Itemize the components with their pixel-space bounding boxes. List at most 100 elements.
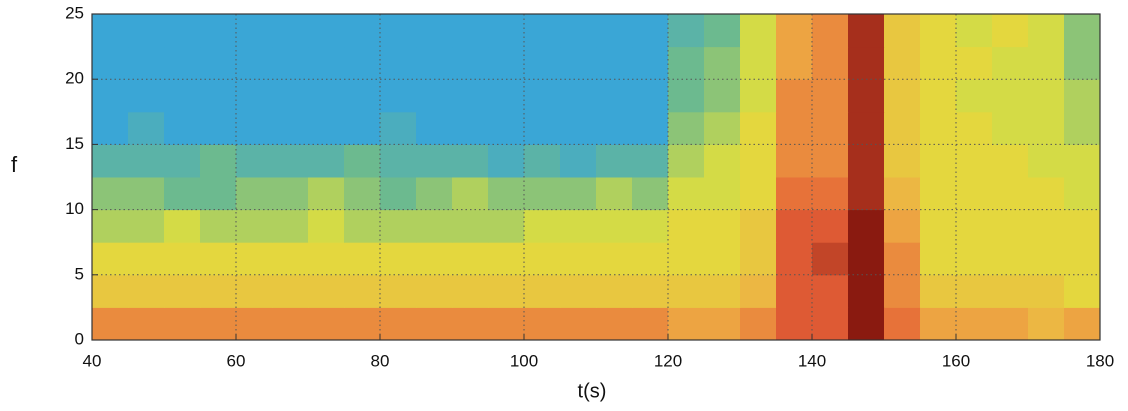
x-tick-label: 140 — [798, 351, 826, 370]
heatmap-cell — [740, 307, 777, 341]
heatmap-cell — [200, 144, 237, 178]
heatmap-cell — [488, 307, 525, 341]
heatmap-cell — [668, 14, 705, 48]
x-tick-label: 160 — [942, 351, 970, 370]
heatmap-cell — [1064, 209, 1101, 243]
heatmap-cell — [596, 79, 633, 113]
heatmap-cell — [308, 274, 345, 308]
heatmap-cell — [92, 274, 129, 308]
heatmap-cell — [740, 46, 777, 80]
heatmap-cell — [488, 144, 525, 178]
heatmap-cell — [164, 111, 201, 145]
heatmap-cell — [560, 46, 597, 80]
heatmap-cell — [1028, 209, 1065, 243]
heatmap-cell — [884, 111, 921, 145]
heatmap-cell — [632, 79, 669, 113]
heatmap-cell — [776, 46, 813, 80]
heatmap-cell — [596, 177, 633, 211]
heatmap-cell — [272, 209, 309, 243]
heatmap-cell — [560, 79, 597, 113]
heatmap-cell — [272, 111, 309, 145]
heatmap-cell — [1028, 274, 1065, 308]
heatmap-cell — [992, 209, 1029, 243]
heatmap-cell — [416, 307, 453, 341]
heatmap-cell — [92, 144, 129, 178]
heatmap-cell — [848, 307, 885, 341]
heatmap-cell — [668, 307, 705, 341]
heatmap-cell — [920, 274, 957, 308]
heatmap-cell — [812, 144, 849, 178]
x-tick-label: 180 — [1086, 351, 1114, 370]
heatmap-cell — [596, 274, 633, 308]
heatmap-cell — [848, 79, 885, 113]
heatmap-cell — [812, 307, 849, 341]
heatmap-cell — [1064, 144, 1101, 178]
heatmap-cell — [200, 111, 237, 145]
heatmap-cell — [1064, 14, 1101, 48]
heatmap-cell — [740, 274, 777, 308]
heatmap-cell — [308, 307, 345, 341]
heatmap-cell — [488, 46, 525, 80]
heatmap-cell — [452, 242, 489, 276]
heatmap-cell — [884, 274, 921, 308]
heatmap-cell — [740, 14, 777, 48]
y-tick-label: 0 — [75, 329, 84, 348]
heatmap-cell — [884, 144, 921, 178]
heatmap-cell — [560, 111, 597, 145]
heatmap-cell — [920, 111, 957, 145]
heatmap-cell — [848, 144, 885, 178]
heatmap-cell — [632, 111, 669, 145]
heatmap-cell — [668, 209, 705, 243]
heatmap-cell — [344, 274, 381, 308]
heatmap-cell — [236, 242, 273, 276]
heatmap-cell — [452, 209, 489, 243]
heatmap-cell — [668, 144, 705, 178]
heatmap-cell — [128, 209, 165, 243]
heatmap-cell — [812, 209, 849, 243]
heatmap-cell — [200, 274, 237, 308]
heatmap-cell — [524, 79, 561, 113]
x-tick-label: 80 — [371, 351, 390, 370]
heatmap-cell — [776, 111, 813, 145]
heatmap-cell — [740, 144, 777, 178]
heatmap-cell — [524, 307, 561, 341]
heatmap-cell — [452, 307, 489, 341]
heatmap-cell — [632, 144, 669, 178]
heatmap-cell — [560, 242, 597, 276]
heatmap-cell — [308, 144, 345, 178]
heatmap-cell — [524, 177, 561, 211]
heatmap-cell — [200, 79, 237, 113]
heatmap-cell — [704, 111, 741, 145]
heatmap-cell — [164, 177, 201, 211]
heatmap-cell — [740, 79, 777, 113]
heatmap-cell — [92, 79, 129, 113]
heatmap-cell — [164, 79, 201, 113]
heatmap-cell — [308, 46, 345, 80]
heatmap-cell — [236, 307, 273, 341]
heatmap-cell — [668, 274, 705, 308]
heatmap-cell — [632, 177, 669, 211]
heatmap-cell — [308, 79, 345, 113]
heatmap-cell — [956, 79, 993, 113]
heatmap-cell — [344, 111, 381, 145]
x-tick-label: 100 — [510, 351, 538, 370]
heatmap-cell — [236, 46, 273, 80]
heatmap-cell — [632, 307, 669, 341]
heatmap-cell — [956, 274, 993, 308]
heatmap-cell — [812, 79, 849, 113]
heatmap-cell — [920, 144, 957, 178]
heatmap-cell — [200, 14, 237, 48]
heatmap-cell — [776, 14, 813, 48]
heatmap-cell — [452, 111, 489, 145]
plot-frame — [91, 13, 1101, 341]
heatmap-cell — [920, 46, 957, 80]
heatmap-cell — [596, 307, 633, 341]
heatmap-cell — [776, 79, 813, 113]
heatmap-cell — [920, 307, 957, 341]
heatmap-cell — [416, 46, 453, 80]
heatmap-cell — [344, 144, 381, 178]
heatmap-cell — [776, 209, 813, 243]
heatmap-cell — [596, 242, 633, 276]
heatmap-cell — [704, 307, 741, 341]
